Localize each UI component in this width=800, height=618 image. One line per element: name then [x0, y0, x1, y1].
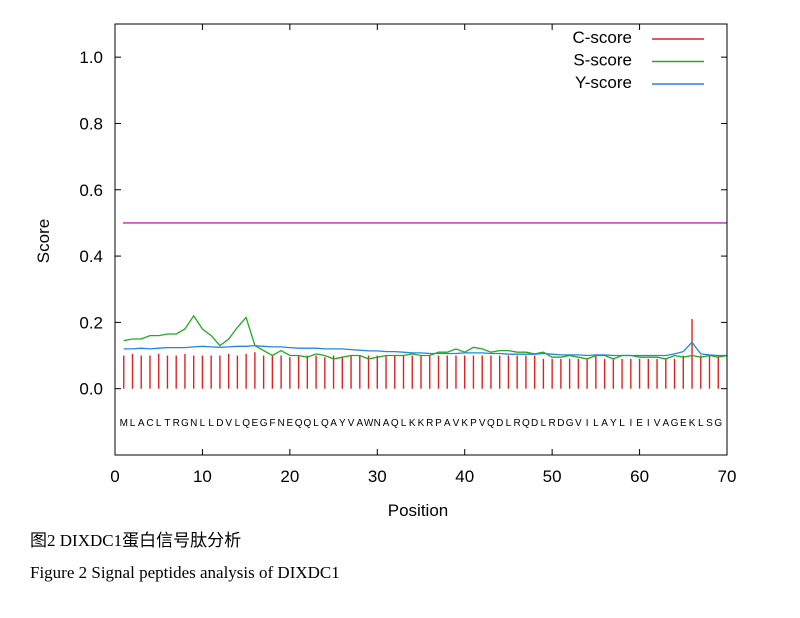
sequence-residue: P — [470, 418, 477, 429]
sequence-residue: I — [647, 418, 650, 429]
x-tick-label: 30 — [368, 467, 387, 486]
sequence-residue: L — [593, 418, 599, 429]
sequence-residue: V — [225, 418, 232, 429]
sequence-residue: R — [426, 418, 433, 429]
sequence-residue: G — [671, 418, 679, 429]
sequence-residue: Q — [242, 418, 250, 429]
sequence-residue: A — [356, 418, 363, 429]
sequence-residue: A — [444, 418, 451, 429]
s-score-line — [123, 314, 728, 360]
y-tick-label: 0.2 — [79, 313, 103, 332]
y-tick-label: 1.0 — [79, 48, 103, 67]
y-tick-label: 0.6 — [79, 181, 103, 200]
sequence-residue: G — [714, 418, 722, 429]
sequence-residue: L — [313, 418, 319, 429]
sequence-residue: K — [409, 418, 416, 429]
sequence-residue: Q — [295, 418, 303, 429]
x-tick-label: 40 — [455, 467, 474, 486]
sequence-residue: L — [200, 418, 206, 429]
sequence-residue: A — [330, 418, 337, 429]
sequence-residue: Y — [610, 418, 617, 429]
sequence-residue: A — [138, 418, 145, 429]
sequence-residue: F — [269, 418, 275, 429]
sequence-residue: I — [629, 418, 632, 429]
y-axis-label: Score — [34, 219, 53, 263]
sequence-residue: K — [461, 418, 468, 429]
figure-caption-english: Figure 2 Signal peptides analysis of DIX… — [30, 563, 340, 582]
legend-label: S-score — [573, 51, 632, 70]
x-tick-label: 0 — [110, 467, 119, 486]
sequence-residue: V — [575, 418, 582, 429]
sequence-residue: K — [418, 418, 425, 429]
sequence-residue: L — [208, 418, 214, 429]
sequence-residue: I — [586, 418, 589, 429]
legend-label: C-score — [572, 28, 632, 47]
sequence-residue: M — [120, 418, 128, 429]
sequence-residue: Q — [391, 418, 399, 429]
sequence-residue: L — [698, 418, 704, 429]
sequence-residue: S — [706, 418, 713, 429]
sequence-residue: L — [541, 418, 547, 429]
sequence-residue: G — [260, 418, 268, 429]
sequence-residue: L — [156, 418, 162, 429]
sequence-residue: L — [619, 418, 625, 429]
x-tick-label: 20 — [280, 467, 299, 486]
sequence-residue: D — [531, 418, 538, 429]
sequence-residue: Q — [321, 418, 329, 429]
x-tick-label: 60 — [630, 467, 649, 486]
sequence-residue: W — [364, 418, 374, 429]
x-tick-label: 10 — [193, 467, 212, 486]
sequence-residue: V — [479, 418, 486, 429]
sequence-residue: T — [164, 418, 170, 429]
sequence-residue: L — [130, 418, 136, 429]
sequence-residue: Q — [487, 418, 495, 429]
sequence-residue: A — [662, 418, 669, 429]
sequence-residue: C — [146, 418, 153, 429]
sequence-residue: A — [383, 418, 390, 429]
sequence-residue: G — [566, 418, 574, 429]
sequence-residue: N — [277, 418, 284, 429]
sequence-residue: V — [453, 418, 460, 429]
sequence-residue: A — [601, 418, 608, 429]
sequence-residue: Y — [339, 418, 346, 429]
y-score-line — [123, 341, 727, 357]
sequence-residue: R — [514, 418, 521, 429]
sequence-residue: E — [252, 418, 259, 429]
y-tick-label: 0.8 — [79, 114, 103, 133]
sequence-residue: Q — [522, 418, 530, 429]
sequence-residue: V — [654, 418, 661, 429]
sequence-residue: V — [348, 418, 355, 429]
sequence-residue: G — [181, 418, 189, 429]
sequence-residue: R — [549, 418, 556, 429]
sequence-residue: D — [557, 418, 564, 429]
sequence-residue: E — [636, 418, 643, 429]
sequence-residue: L — [401, 418, 407, 429]
sequence-residue: P — [435, 418, 442, 429]
x-axis-label: Position — [388, 501, 448, 520]
sequence-residue: N — [190, 418, 197, 429]
x-tick-label: 50 — [543, 467, 562, 486]
sequence-residue: E — [287, 418, 294, 429]
sequence-residue: D — [216, 418, 223, 429]
sequence-residue: E — [680, 418, 687, 429]
legend-label: Y-score — [575, 73, 632, 92]
sequence-residue: L — [235, 418, 241, 429]
y-tick-label: 0.0 — [79, 380, 103, 399]
plot-frame — [114, 23, 728, 456]
x-tick-label: 70 — [718, 467, 737, 486]
sequence-residue: D — [496, 418, 503, 429]
sequence-residue: L — [506, 418, 512, 429]
sequence-residue: Q — [303, 418, 311, 429]
sequence-residue: R — [173, 418, 180, 429]
sequence-residue: K — [689, 418, 696, 429]
y-tick-label: 0.4 — [79, 247, 103, 266]
figure-caption-chinese: 图2 DIXDC1蛋白信号肽分析 — [30, 531, 242, 550]
sequence-residue: N — [374, 418, 381, 429]
